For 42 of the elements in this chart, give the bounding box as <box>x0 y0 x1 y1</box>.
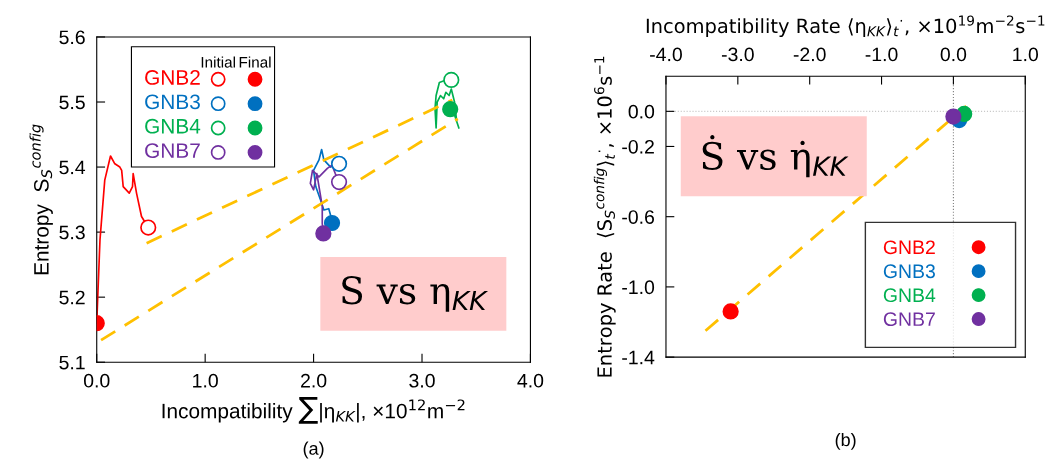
text: Entropy Rate ⟨S$_{S}$$^{config}$⟩$_{t}$$^{·}$, ×10$^{6}$s$^{−1}$ <box>593 56 616 377</box>
y-tick-label: 5.2 <box>59 290 85 305</box>
point <box>722 303 739 320</box>
annotation: Final <box>239 56 271 68</box>
x-tick-label: 1.0 <box>193 373 218 388</box>
y-tick-label: -0.6 <box>622 210 655 224</box>
point <box>945 108 962 125</box>
y-tick-label: -1.4 <box>622 350 655 365</box>
y-tick-label: -1.0 <box>622 280 655 295</box>
x-tick-label: -2.0 <box>793 47 826 62</box>
legend-label: GNB3 <box>145 94 200 110</box>
legend-label: GNB4 <box>145 118 201 134</box>
annotation: Ṡ vs η̇$_{KK}$ <box>702 135 849 178</box>
legend-label: GNB7 <box>145 143 200 159</box>
y-tick-label: 0.0 <box>628 104 655 119</box>
y-tick-label: 5.1 <box>59 355 85 370</box>
x-axis-title: Incompatibility ∑|η$_{KK}$|, ×10$^{12}$m$^{−2}$ <box>162 397 465 424</box>
text: (b) <box>835 432 856 450</box>
y-tick-label: 5.3 <box>59 225 85 240</box>
x-tick-label: -4.0 <box>650 47 682 62</box>
annotation: Initial <box>201 56 235 68</box>
x-tick-label: 0.0 <box>83 373 110 388</box>
y-tick-label: -0.2 <box>622 139 654 154</box>
x-tick-label: 1.0 <box>1013 47 1039 62</box>
y-tick-label: 5.6 <box>59 30 85 45</box>
y-tick-label: 5.4 <box>59 160 86 175</box>
legend-label: GNB7 <box>883 312 935 327</box>
x-tick-label: -1.0 <box>865 47 898 62</box>
annotation: S vs η$_{KK}$ <box>342 276 489 312</box>
legend-label: GNB2 <box>883 240 935 255</box>
text: Incompatibility Rate ⟨η$_{KK}$⟩$_{t}$$^{·}$, ×10$^{19}$m$^{−2}$s$^{−1}$ <box>646 15 1045 37</box>
y-axis-title: Entropy S$_{S}$$^{config}$ <box>29 124 53 275</box>
legend-label: GNB4 <box>883 288 936 303</box>
x-tick-label: 3.0 <box>409 373 435 388</box>
x-tick-label: 4.0 <box>517 373 544 388</box>
text: (a) <box>303 441 324 459</box>
y-tick-label: 5.5 <box>59 95 85 110</box>
x-tick-label: -3.0 <box>721 47 754 62</box>
legend-label: GNB3 <box>883 264 935 279</box>
x-tick-label: 2.0 <box>301 373 327 388</box>
legend-label: GNB2 <box>145 70 200 85</box>
x-tick-label: 0.0 <box>940 47 967 62</box>
